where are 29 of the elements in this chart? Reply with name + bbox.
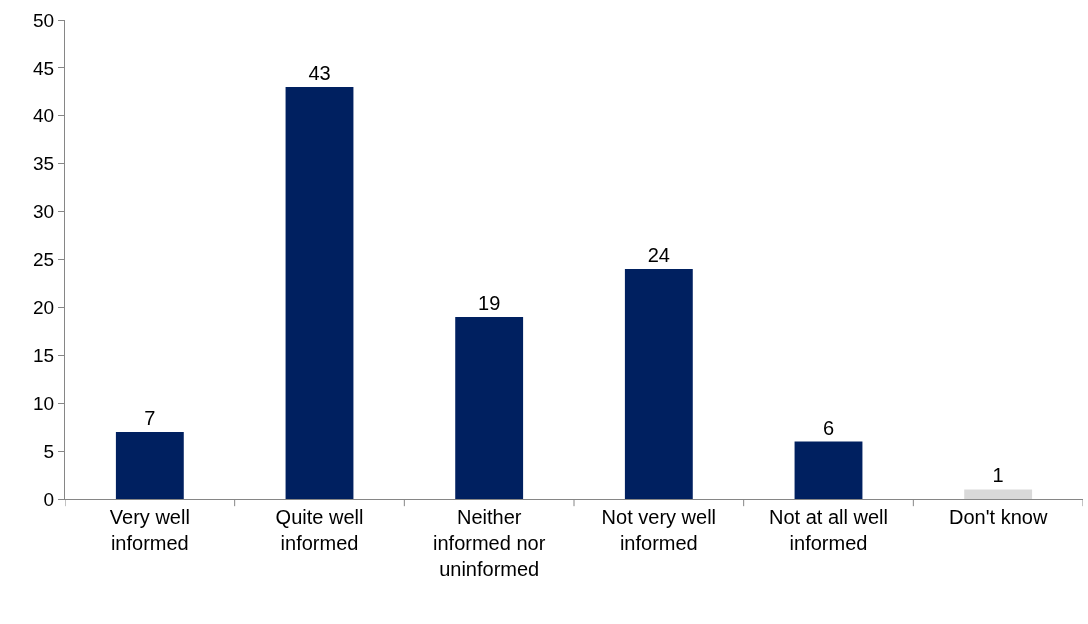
data-label: 43 — [308, 62, 331, 85]
x-tick-label: Very well informed — [109, 506, 190, 554]
bar — [624, 269, 693, 499]
y-tick-label: 45 — [33, 57, 55, 79]
y-tick-label: 50 — [33, 9, 55, 31]
x-tick-label: Don't know — [949, 506, 1048, 528]
bar — [455, 316, 524, 499]
data-label: 24 — [647, 244, 670, 267]
bar — [794, 441, 863, 499]
x-tick-label: Not at all well informed — [769, 506, 888, 554]
y-tick-label: 35 — [33, 153, 55, 175]
x-tick-label: Neither informed nor uninformed — [433, 506, 546, 580]
data-label: 6 — [822, 416, 835, 439]
y-tick-label: 0 — [43, 488, 55, 510]
y-tick-label: 15 — [33, 344, 55, 366]
bar — [115, 431, 184, 499]
x-tick-label: Not very well informed — [601, 506, 717, 554]
y-tick-label: 25 — [33, 249, 55, 271]
bar — [285, 87, 354, 499]
data-label: 19 — [478, 291, 501, 314]
data-label: 1 — [992, 464, 1004, 487]
y-tick-label: 40 — [33, 105, 55, 127]
y-tick-label: 20 — [33, 297, 55, 319]
x-tick-label: Quite well informed — [275, 506, 364, 554]
y-tick-label: 5 — [43, 440, 55, 462]
y-tick-label: 30 — [33, 201, 55, 223]
bar — [964, 489, 1033, 499]
y-tick-label: 10 — [33, 392, 55, 414]
data-label: 7 — [144, 406, 156, 429]
